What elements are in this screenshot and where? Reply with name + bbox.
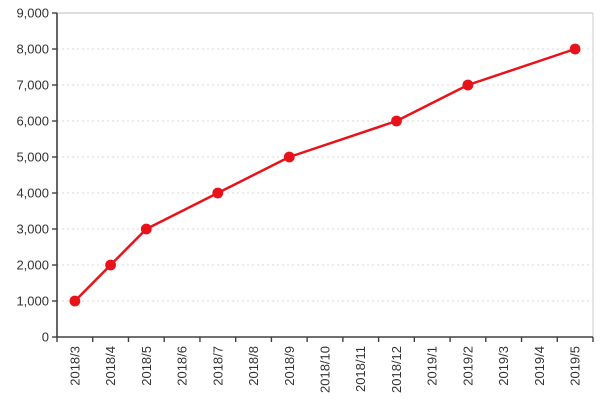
x-tick-label: 2018/10: [318, 346, 333, 393]
y-tick-label: 5,000: [16, 150, 49, 165]
x-tick-label: 2018/6: [175, 346, 190, 386]
x-tick-label: 2018/12: [389, 346, 404, 393]
y-tick-label: 4,000: [16, 186, 49, 201]
data-point-marker: [391, 115, 402, 127]
y-tick-label: 0: [42, 330, 49, 345]
y-tick-label: 8,000: [16, 42, 49, 57]
x-tick-label: 2018/11: [353, 346, 368, 392]
x-tick-label: 2019/1: [425, 346, 440, 386]
y-tick-label: 1,000: [16, 294, 49, 309]
x-axis-ticks: [56, 337, 594, 342]
x-tick-label: 2018/8: [246, 346, 261, 386]
x-tick-label: 2018/5: [139, 346, 154, 386]
y-tick-label: 6,000: [16, 114, 49, 129]
x-tick-label: 2018/4: [103, 346, 118, 386]
gridlines: [57, 48, 593, 302]
data-point-marker: [569, 43, 581, 55]
data-point-marker: [105, 259, 116, 271]
x-tick-label: 2018/3: [67, 346, 82, 386]
x-tick-label: 2019/3: [496, 346, 511, 386]
x-tick-label: 2018/7: [210, 346, 225, 386]
y-tick-label: 9,000: [16, 6, 49, 21]
y-tick-label: 2,000: [16, 258, 49, 273]
y-tick-label: 7,000: [16, 78, 49, 93]
x-tick-label: 2019/5: [568, 346, 583, 386]
x-tick-label: 2019/4: [532, 346, 547, 386]
data-point-marker: [212, 187, 224, 199]
x-axis-labels: 2018/3 2018/4 2018/5 2018/6 2018/7 2018/8 2018…: [67, 346, 582, 393]
x-tick-label: 2019/2: [460, 346, 475, 386]
data-point-marker: [462, 79, 474, 91]
data-point-marker: [140, 223, 152, 235]
series-line: [73, 47, 577, 303]
y-axis-labels: 0 1,000 2,000 3,000 4,000 5,000 6,000 7,000 8,00…: [16, 6, 57, 345]
y-tick-label: 3,000: [16, 222, 49, 237]
data-point-markers: [69, 43, 581, 307]
x-tick-label: 2018/9: [282, 346, 297, 386]
data-point-marker: [69, 295, 81, 307]
data-point-marker: [283, 151, 295, 163]
